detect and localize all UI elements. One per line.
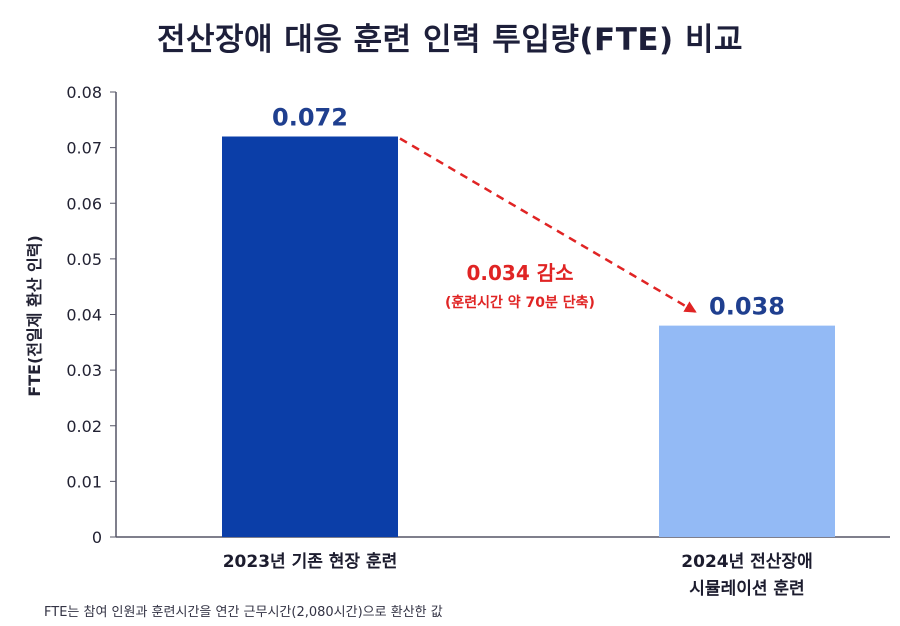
reduction-annotation-detail: (훈련시간 약 70분 단축) [445,294,595,311]
bar-1 [659,325,835,537]
y-tick-label: 0.03 [66,361,102,380]
footnote: FTE는 참여 인원과 훈련시간을 연간 근무시간(2,080시간)으로 환산한… [44,605,443,620]
y-axis-ticks: 0 0.01 0.02 0.03 0.04 0.05 0.06 0.07 0.08 [66,83,116,547]
y-tick-label: 0.04 [66,306,102,325]
chart-title: 전산장애 대응 훈련 인력 투입량(FTE) 비교 [156,22,744,58]
y-tick-label: 0 [92,528,102,547]
bar-0 [222,136,398,537]
reduction-annotation: 0.034 감소 [466,261,573,285]
category-label-1: 2024년 전산장애 [681,552,812,572]
bar-value-label-0: 0.072 [272,104,348,132]
y-axis-label: FTE(전일제 환산 인력) [25,235,44,397]
bar-value-label-1: 0.038 [709,293,785,321]
y-tick-label: 0.08 [66,83,102,102]
data-labels-group: 0.072 0.038 [272,104,785,321]
y-tick-label: 0.05 [66,250,102,269]
y-tick-label: 0.06 [66,194,102,213]
bars-group [222,136,835,537]
y-tick-label: 0.02 [66,417,102,436]
y-tick-label: 0.07 [66,139,102,158]
reduction-arrow [399,137,697,313]
category-label-1: 시뮬레이션 훈련 [689,578,804,599]
category-label-0: 2023년 기존 현장 훈련 [223,551,398,572]
y-tick-label: 0.01 [66,472,102,491]
